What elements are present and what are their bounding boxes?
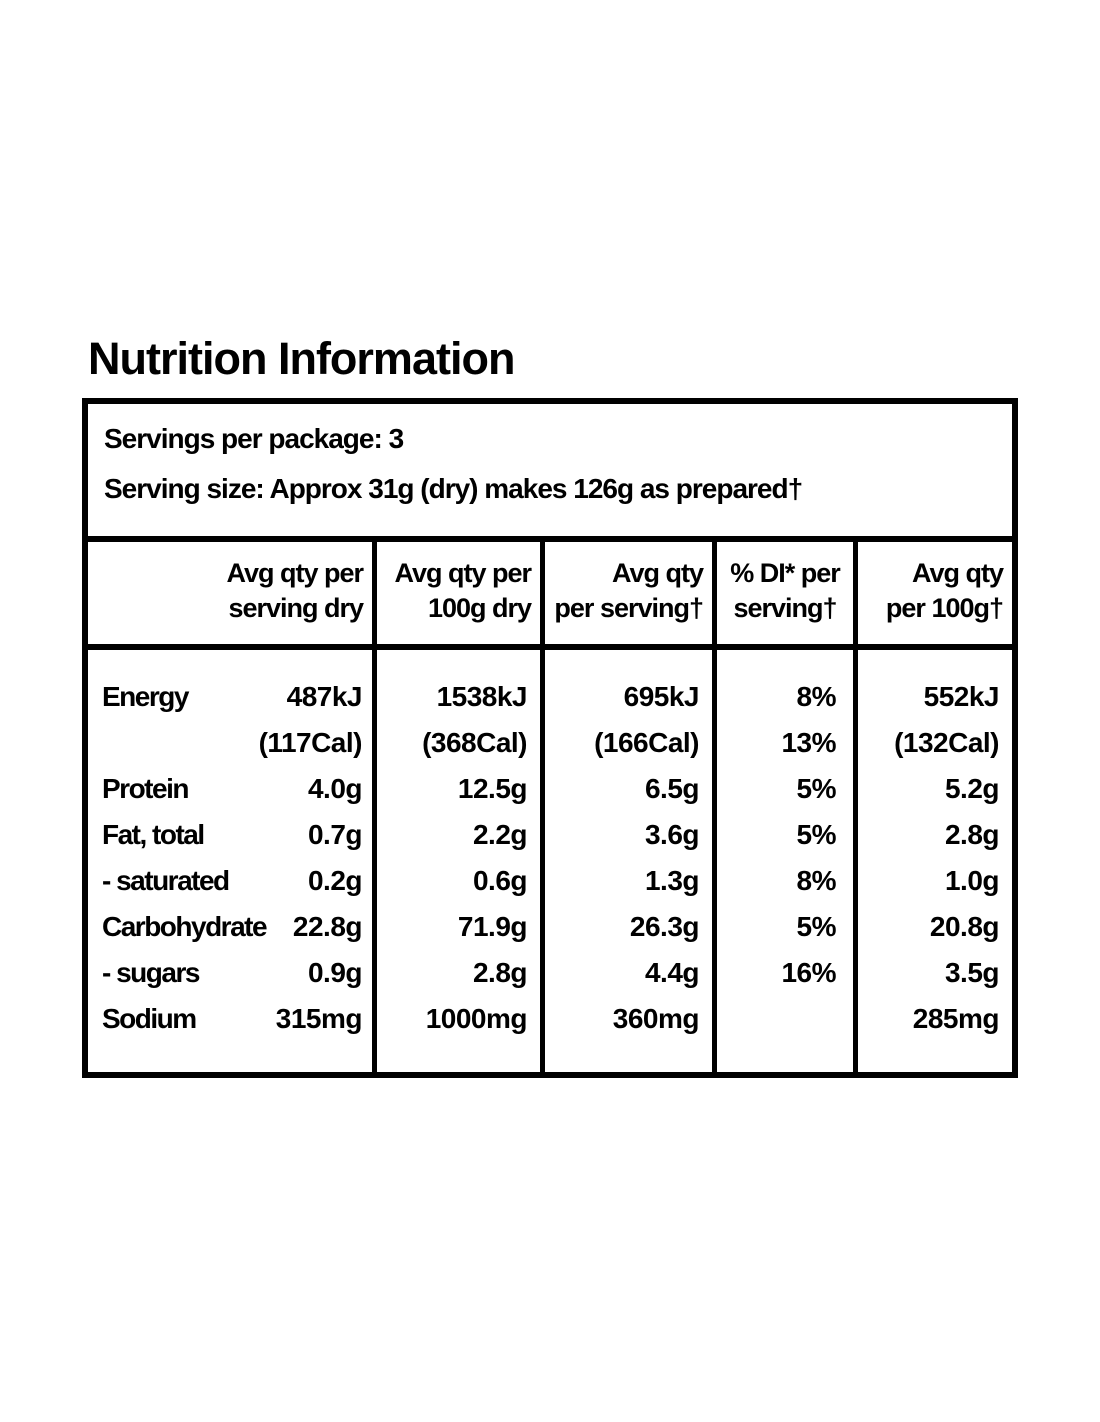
row-value: 360mg: [612, 1003, 700, 1034]
column-per-100g-dry: 1538kJ (368Cal) 12.5g 2.2g 0.6g 71.9g 2.…: [372, 650, 540, 1072]
table-row: Fat, total 0.7g: [88, 812, 372, 858]
row-value: 1000mg: [425, 1003, 528, 1034]
row-value: 1538kJ: [436, 681, 528, 712]
row-value: 20.8g: [929, 911, 1000, 942]
row-value: 285mg: [912, 1003, 1000, 1034]
row-value: 5.2g: [944, 773, 1000, 804]
row-value: 12.5g: [457, 773, 528, 804]
row-value: (117Cal): [258, 727, 363, 758]
row-value: 0.2g: [307, 865, 363, 896]
row-value: 1.3g: [644, 865, 700, 896]
row-value: 8%: [796, 865, 837, 896]
row-value: 0.9g: [307, 957, 363, 988]
row-value: 3.5g: [944, 957, 1000, 988]
row-value: 487kJ: [286, 681, 363, 712]
row-value: 2.8g: [472, 957, 528, 988]
row-value: 0.6g: [472, 865, 528, 896]
row-value: 5%: [796, 911, 837, 942]
row-value: 5%: [796, 773, 837, 804]
row-label: Energy: [102, 681, 189, 712]
row-value: (132Cal): [894, 727, 999, 758]
row-label: Protein: [102, 773, 189, 804]
nutrition-grid: Avg qty per serving dry Avg qty per 100g…: [88, 542, 1012, 1072]
header-avg-qty-per-100g-prepared: Avg qty per 100g†: [853, 542, 1012, 650]
table-row: Energy 487kJ: [88, 674, 372, 720]
table-row: (117Cal): [88, 720, 372, 766]
row-value: 315mg: [275, 1003, 363, 1034]
row-value: 8%: [796, 681, 837, 712]
row-value: 16%: [781, 957, 836, 988]
serving-info: Servings per package: 3 Serving size: Ap…: [88, 404, 1012, 542]
column-per-100g-prepared: 552kJ (132Cal) 5.2g 2.8g 1.0g 20.8g 3.5g…: [853, 650, 1012, 1072]
row-value: 695kJ: [623, 681, 700, 712]
row-label: Carbohydrate: [102, 911, 268, 942]
header-avg-qty-per-100g-dry: Avg qty per 100g dry: [372, 542, 540, 650]
row-value: 13%: [781, 727, 836, 758]
table-row: - sugars 0.9g: [88, 950, 372, 996]
servings-per-package: Servings per package: 3: [104, 423, 404, 454]
table-row: Carbohydrate 22.8g: [88, 904, 372, 950]
row-label: Fat, total: [102, 819, 205, 850]
column-percent-di: 8% 13% 5% 5% 8% 5% 16%: [712, 650, 853, 1072]
row-value: 2.2g: [472, 819, 528, 850]
row-label: - sugars: [102, 957, 200, 988]
nutrition-table: Servings per package: 3 Serving size: Ap…: [82, 398, 1018, 1078]
row-label: - saturated: [102, 865, 230, 896]
serving-size: Serving size: Approx 31g (dry) makes 126…: [104, 473, 803, 504]
row-value: 22.8g: [292, 911, 363, 942]
row-value: 71.9g: [457, 911, 528, 942]
table-row: Sodium 315mg: [88, 996, 372, 1042]
table-row: - saturated 0.2g: [88, 858, 372, 904]
row-value: 4.4g: [644, 957, 700, 988]
page-title: Nutrition Information: [88, 333, 515, 384]
row-value: (166Cal): [594, 727, 699, 758]
column-nutrients-and-serving-dry: Energy 487kJ (117Cal) Protein 4.0g Fat, to…: [88, 650, 372, 1072]
column-per-serving-prepared: 695kJ (166Cal) 6.5g 3.6g 1.3g 26.3g 4.4g…: [540, 650, 712, 1072]
row-value: 5%: [796, 819, 837, 850]
row-value: 0.7g: [307, 819, 363, 850]
header-avg-qty-per-serving-prepared: Avg qty per serving†: [540, 542, 712, 650]
row-label: Sodium: [102, 1003, 197, 1034]
row-value: 552kJ: [923, 681, 1000, 712]
row-value: (368Cal): [422, 727, 527, 758]
table-row: Protein 4.0g: [88, 766, 372, 812]
row-value: 2.8g: [944, 819, 1000, 850]
row-value: 6.5g: [644, 773, 700, 804]
row-value: 1.0g: [944, 865, 1000, 896]
row-value: 3.6g: [644, 819, 700, 850]
row-value: 26.3g: [629, 911, 700, 942]
header-avg-qty-per-serving-dry: Avg qty per serving dry: [88, 542, 372, 650]
header-percent-di-per-serving: % DI* per serving†: [712, 542, 853, 650]
row-value: 4.0g: [307, 773, 363, 804]
